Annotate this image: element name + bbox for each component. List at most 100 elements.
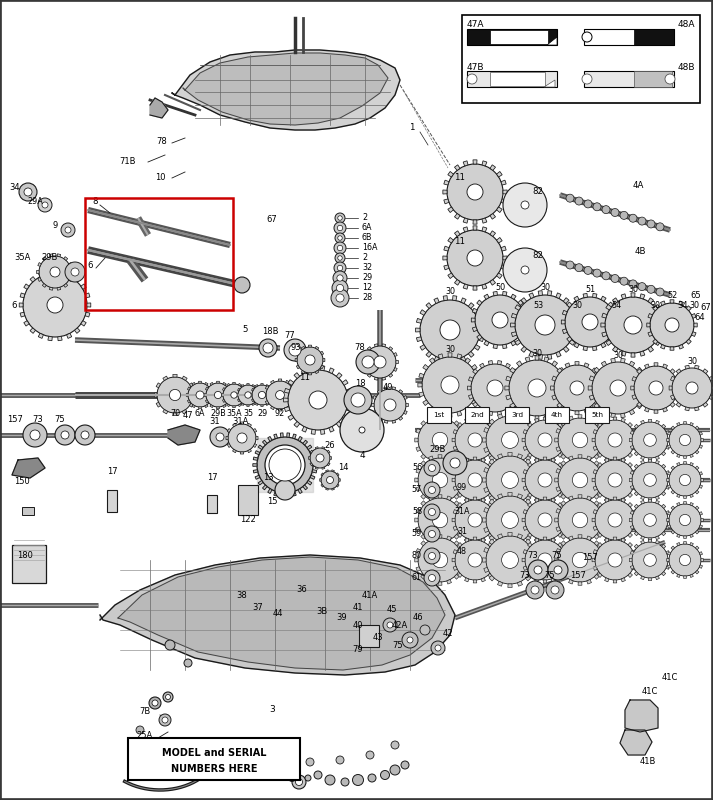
Polygon shape bbox=[503, 190, 507, 194]
Circle shape bbox=[502, 552, 518, 568]
Circle shape bbox=[269, 449, 301, 481]
Polygon shape bbox=[210, 382, 213, 386]
Polygon shape bbox=[288, 380, 294, 386]
Circle shape bbox=[424, 504, 440, 520]
Polygon shape bbox=[454, 541, 459, 546]
Polygon shape bbox=[458, 422, 462, 427]
Polygon shape bbox=[478, 383, 482, 387]
Polygon shape bbox=[192, 405, 195, 408]
Polygon shape bbox=[297, 351, 299, 354]
Polygon shape bbox=[676, 394, 680, 399]
Polygon shape bbox=[635, 544, 638, 548]
Circle shape bbox=[632, 542, 668, 578]
Polygon shape bbox=[597, 542, 602, 547]
Polygon shape bbox=[232, 382, 235, 384]
Polygon shape bbox=[597, 376, 602, 381]
Polygon shape bbox=[655, 540, 660, 544]
Polygon shape bbox=[329, 426, 334, 432]
Polygon shape bbox=[434, 298, 439, 303]
Polygon shape bbox=[575, 362, 579, 365]
Text: 31: 31 bbox=[210, 418, 220, 426]
Polygon shape bbox=[544, 357, 549, 362]
Polygon shape bbox=[75, 277, 80, 282]
Polygon shape bbox=[438, 454, 442, 458]
Polygon shape bbox=[457, 411, 462, 416]
Polygon shape bbox=[647, 323, 650, 327]
Polygon shape bbox=[301, 370, 304, 374]
Polygon shape bbox=[676, 402, 681, 407]
Polygon shape bbox=[685, 366, 689, 369]
Polygon shape bbox=[481, 538, 486, 542]
Text: 70: 70 bbox=[170, 409, 180, 418]
Circle shape bbox=[402, 632, 418, 648]
Polygon shape bbox=[593, 294, 597, 298]
Circle shape bbox=[525, 500, 565, 540]
Circle shape bbox=[259, 339, 277, 357]
Polygon shape bbox=[474, 345, 480, 350]
Polygon shape bbox=[339, 478, 340, 482]
Polygon shape bbox=[600, 486, 604, 491]
Polygon shape bbox=[602, 438, 605, 442]
Polygon shape bbox=[679, 345, 684, 349]
Polygon shape bbox=[183, 410, 188, 414]
Polygon shape bbox=[266, 403, 269, 406]
Polygon shape bbox=[81, 284, 86, 290]
Polygon shape bbox=[493, 430, 497, 434]
Circle shape bbox=[391, 741, 399, 749]
Polygon shape bbox=[473, 500, 477, 503]
Polygon shape bbox=[556, 429, 560, 434]
Bar bbox=[505, 407, 529, 423]
Polygon shape bbox=[287, 493, 289, 497]
Polygon shape bbox=[583, 346, 588, 350]
Polygon shape bbox=[255, 475, 260, 479]
Polygon shape bbox=[508, 453, 512, 456]
Polygon shape bbox=[361, 360, 364, 364]
Circle shape bbox=[602, 272, 610, 280]
Polygon shape bbox=[250, 394, 252, 396]
Polygon shape bbox=[694, 323, 697, 327]
Polygon shape bbox=[543, 537, 547, 540]
Polygon shape bbox=[262, 440, 267, 445]
Polygon shape bbox=[587, 416, 592, 420]
Polygon shape bbox=[608, 302, 613, 307]
Polygon shape bbox=[421, 534, 426, 539]
Circle shape bbox=[644, 474, 656, 486]
Text: 30: 30 bbox=[628, 285, 638, 294]
Polygon shape bbox=[57, 254, 61, 257]
Polygon shape bbox=[521, 346, 527, 352]
Circle shape bbox=[23, 423, 47, 447]
Circle shape bbox=[424, 460, 440, 476]
Polygon shape bbox=[605, 418, 609, 422]
Polygon shape bbox=[258, 394, 260, 396]
Polygon shape bbox=[508, 464, 512, 467]
Polygon shape bbox=[458, 502, 462, 507]
Polygon shape bbox=[670, 376, 674, 381]
Polygon shape bbox=[592, 368, 597, 373]
Polygon shape bbox=[535, 538, 539, 542]
Polygon shape bbox=[447, 456, 451, 460]
Polygon shape bbox=[662, 464, 666, 468]
Polygon shape bbox=[543, 460, 547, 463]
Circle shape bbox=[632, 462, 668, 498]
Polygon shape bbox=[434, 357, 439, 362]
Polygon shape bbox=[268, 489, 272, 494]
Polygon shape bbox=[315, 370, 319, 374]
Polygon shape bbox=[232, 423, 236, 426]
Text: 36: 36 bbox=[297, 586, 307, 594]
Polygon shape bbox=[508, 533, 512, 536]
Bar bbox=[634, 71, 672, 87]
Text: 15: 15 bbox=[267, 498, 277, 506]
Polygon shape bbox=[498, 534, 503, 538]
Polygon shape bbox=[454, 165, 460, 170]
Polygon shape bbox=[522, 558, 525, 562]
Circle shape bbox=[297, 347, 323, 373]
Polygon shape bbox=[465, 458, 469, 462]
Text: 57: 57 bbox=[412, 486, 422, 494]
Polygon shape bbox=[252, 399, 254, 402]
Polygon shape bbox=[587, 500, 592, 504]
Polygon shape bbox=[371, 403, 374, 406]
Polygon shape bbox=[38, 262, 41, 266]
Polygon shape bbox=[493, 526, 497, 530]
Circle shape bbox=[468, 473, 482, 487]
Text: 41A: 41A bbox=[362, 591, 378, 601]
